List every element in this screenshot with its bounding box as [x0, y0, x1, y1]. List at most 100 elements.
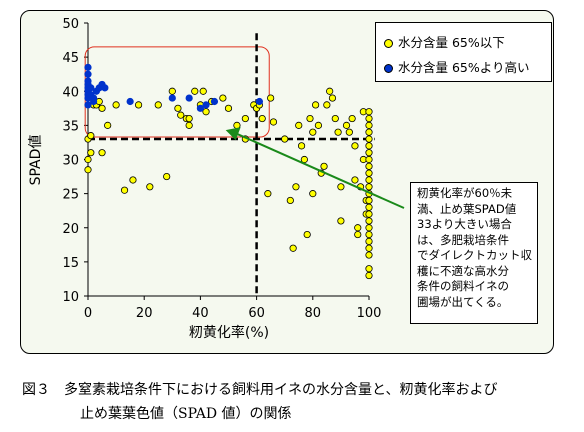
data-point-low-moisture — [351, 176, 359, 184]
data-point-low-moisture — [345, 128, 353, 136]
data-point-low-moisture — [365, 108, 373, 116]
data-point-high-moisture — [90, 97, 98, 106]
data-point-low-moisture — [365, 142, 373, 150]
data-point-low-moisture — [267, 94, 275, 102]
annotation-box: 籾黄化率が60％未 満、止め葉SPAD値 33より大きい場合 は、多肥栽培条件 … — [410, 182, 538, 324]
callout-arrow — [225, 127, 405, 209]
data-point-high-moisture — [255, 97, 264, 106]
arrow-shaft — [237, 133, 405, 209]
data-point-low-moisture — [312, 101, 320, 109]
x-tick-label: 0 — [84, 306, 92, 321]
data-point-low-moisture — [365, 128, 373, 136]
data-point-high-moisture — [210, 97, 219, 106]
data-point-low-moisture — [129, 176, 137, 184]
y-tick-label: 40 — [62, 85, 79, 100]
data-point-high-moisture — [126, 97, 134, 106]
data-point-low-moisture — [314, 121, 323, 129]
data-point-low-moisture — [365, 244, 373, 252]
data-point-low-moisture — [365, 237, 373, 245]
yellow-dot-icon — [384, 39, 393, 48]
y-tick-label: 20 — [62, 222, 79, 237]
data-point-low-moisture — [269, 118, 278, 126]
data-point-high-moisture — [101, 84, 109, 92]
data-point-low-moisture — [337, 217, 345, 225]
data-point-low-moisture — [295, 121, 303, 129]
data-point-low-moisture — [328, 94, 337, 102]
legend: 水分含量 65%以下 水分含量 65%より高い — [375, 22, 552, 82]
y-tick-label: 15 — [62, 256, 79, 271]
data-points — [84, 63, 373, 280]
data-point-low-moisture — [168, 87, 176, 95]
data-point-low-moisture — [334, 128, 342, 136]
data-point-low-moisture — [177, 111, 185, 119]
caption-line-1: 図３ 多窒素栽培条件下における飼料用イネの水分含量と、籾黄化率および — [22, 382, 498, 398]
data-point-low-moisture — [365, 155, 373, 164]
data-point-low-moisture — [87, 132, 95, 140]
data-point-low-moisture — [309, 128, 317, 136]
data-point-low-moisture — [258, 114, 266, 123]
data-point-low-moisture — [286, 196, 294, 205]
data-point-low-moisture — [365, 162, 373, 170]
x-tick-label: 100 — [357, 306, 382, 321]
data-point-low-moisture — [191, 87, 199, 95]
data-point-low-moisture — [185, 121, 193, 129]
data-point-low-moisture — [348, 114, 356, 123]
legend-item-high-moisture: 水分含量 65%より高い — [384, 57, 530, 76]
data-point-low-moisture — [84, 155, 92, 164]
x-tick-label: 20 — [136, 306, 153, 321]
y-tick-label: 10 — [62, 290, 79, 305]
x-axis-title: 籾黄化率(%) — [189, 324, 269, 341]
data-point-low-moisture — [354, 224, 362, 232]
data-point-low-moisture — [202, 108, 210, 116]
caption-line-2: 止め葉葉色値（SPAD 値）の関係 — [80, 406, 292, 422]
data-point-high-moisture — [168, 94, 176, 102]
data-point-low-moisture — [174, 104, 182, 112]
x-tick-label: 60 — [248, 306, 265, 321]
figure-caption: 図３ 多窒素栽培条件下における飼料用イネの水分含量と、籾黄化率および 止め葉葉色… — [22, 378, 497, 426]
data-point-low-moisture — [154, 101, 162, 109]
x-tick-label: 40 — [192, 306, 209, 321]
y-tick-label: 45 — [62, 51, 79, 66]
data-point-high-moisture — [84, 63, 92, 71]
legend-label-high: 水分含量 65%より高い — [398, 60, 530, 75]
data-point-high-moisture — [202, 101, 210, 109]
data-point-low-moisture — [331, 114, 339, 123]
data-point-low-moisture — [337, 183, 345, 191]
data-point-low-moisture — [342, 121, 351, 129]
data-point-low-moisture — [351, 142, 359, 150]
data-point-low-moisture — [146, 183, 154, 191]
data-point-low-moisture — [264, 190, 272, 198]
data-point-low-moisture — [365, 176, 373, 184]
x-tick-label: 80 — [305, 306, 322, 321]
data-point-low-moisture — [241, 114, 249, 123]
data-point-low-moisture — [292, 183, 300, 191]
data-point-low-moisture — [112, 101, 120, 109]
data-point-low-moisture — [87, 149, 95, 157]
data-point-low-moisture — [365, 121, 373, 129]
data-point-low-moisture — [98, 149, 106, 157]
data-point-low-moisture — [365, 183, 373, 191]
data-point-low-moisture — [326, 87, 334, 95]
data-point-low-moisture — [365, 196, 373, 205]
data-point-low-moisture — [303, 230, 311, 239]
data-point-low-moisture — [365, 230, 373, 239]
data-point-low-moisture — [365, 135, 373, 143]
data-point-low-moisture — [354, 230, 362, 239]
y-tick-label: 25 — [62, 188, 79, 203]
data-point-low-moisture — [219, 94, 227, 102]
legend-label-low: 水分含量 65%以下 — [398, 35, 505, 50]
data-point-low-moisture — [289, 244, 297, 252]
data-point-low-moisture — [163, 172, 171, 181]
data-point-low-moisture — [323, 101, 331, 109]
blue-dot-icon — [384, 64, 393, 73]
data-point-low-moisture — [306, 114, 314, 123]
data-point-low-moisture — [134, 101, 143, 109]
scatter-plot: 10 15 20 25 30 35 40 45 50 0 20 40 60 80 100 SPAD値 籾黄化… — [28, 17, 405, 341]
data-point-low-moisture — [365, 149, 373, 157]
data-point-high-moisture — [196, 104, 204, 112]
data-point-low-moisture — [224, 104, 233, 112]
data-point-low-moisture — [185, 114, 193, 123]
data-point-low-moisture — [320, 162, 328, 170]
legend-item-low-moisture: 水分含量 65%以下 — [384, 32, 505, 51]
data-point-low-moisture — [281, 135, 289, 143]
